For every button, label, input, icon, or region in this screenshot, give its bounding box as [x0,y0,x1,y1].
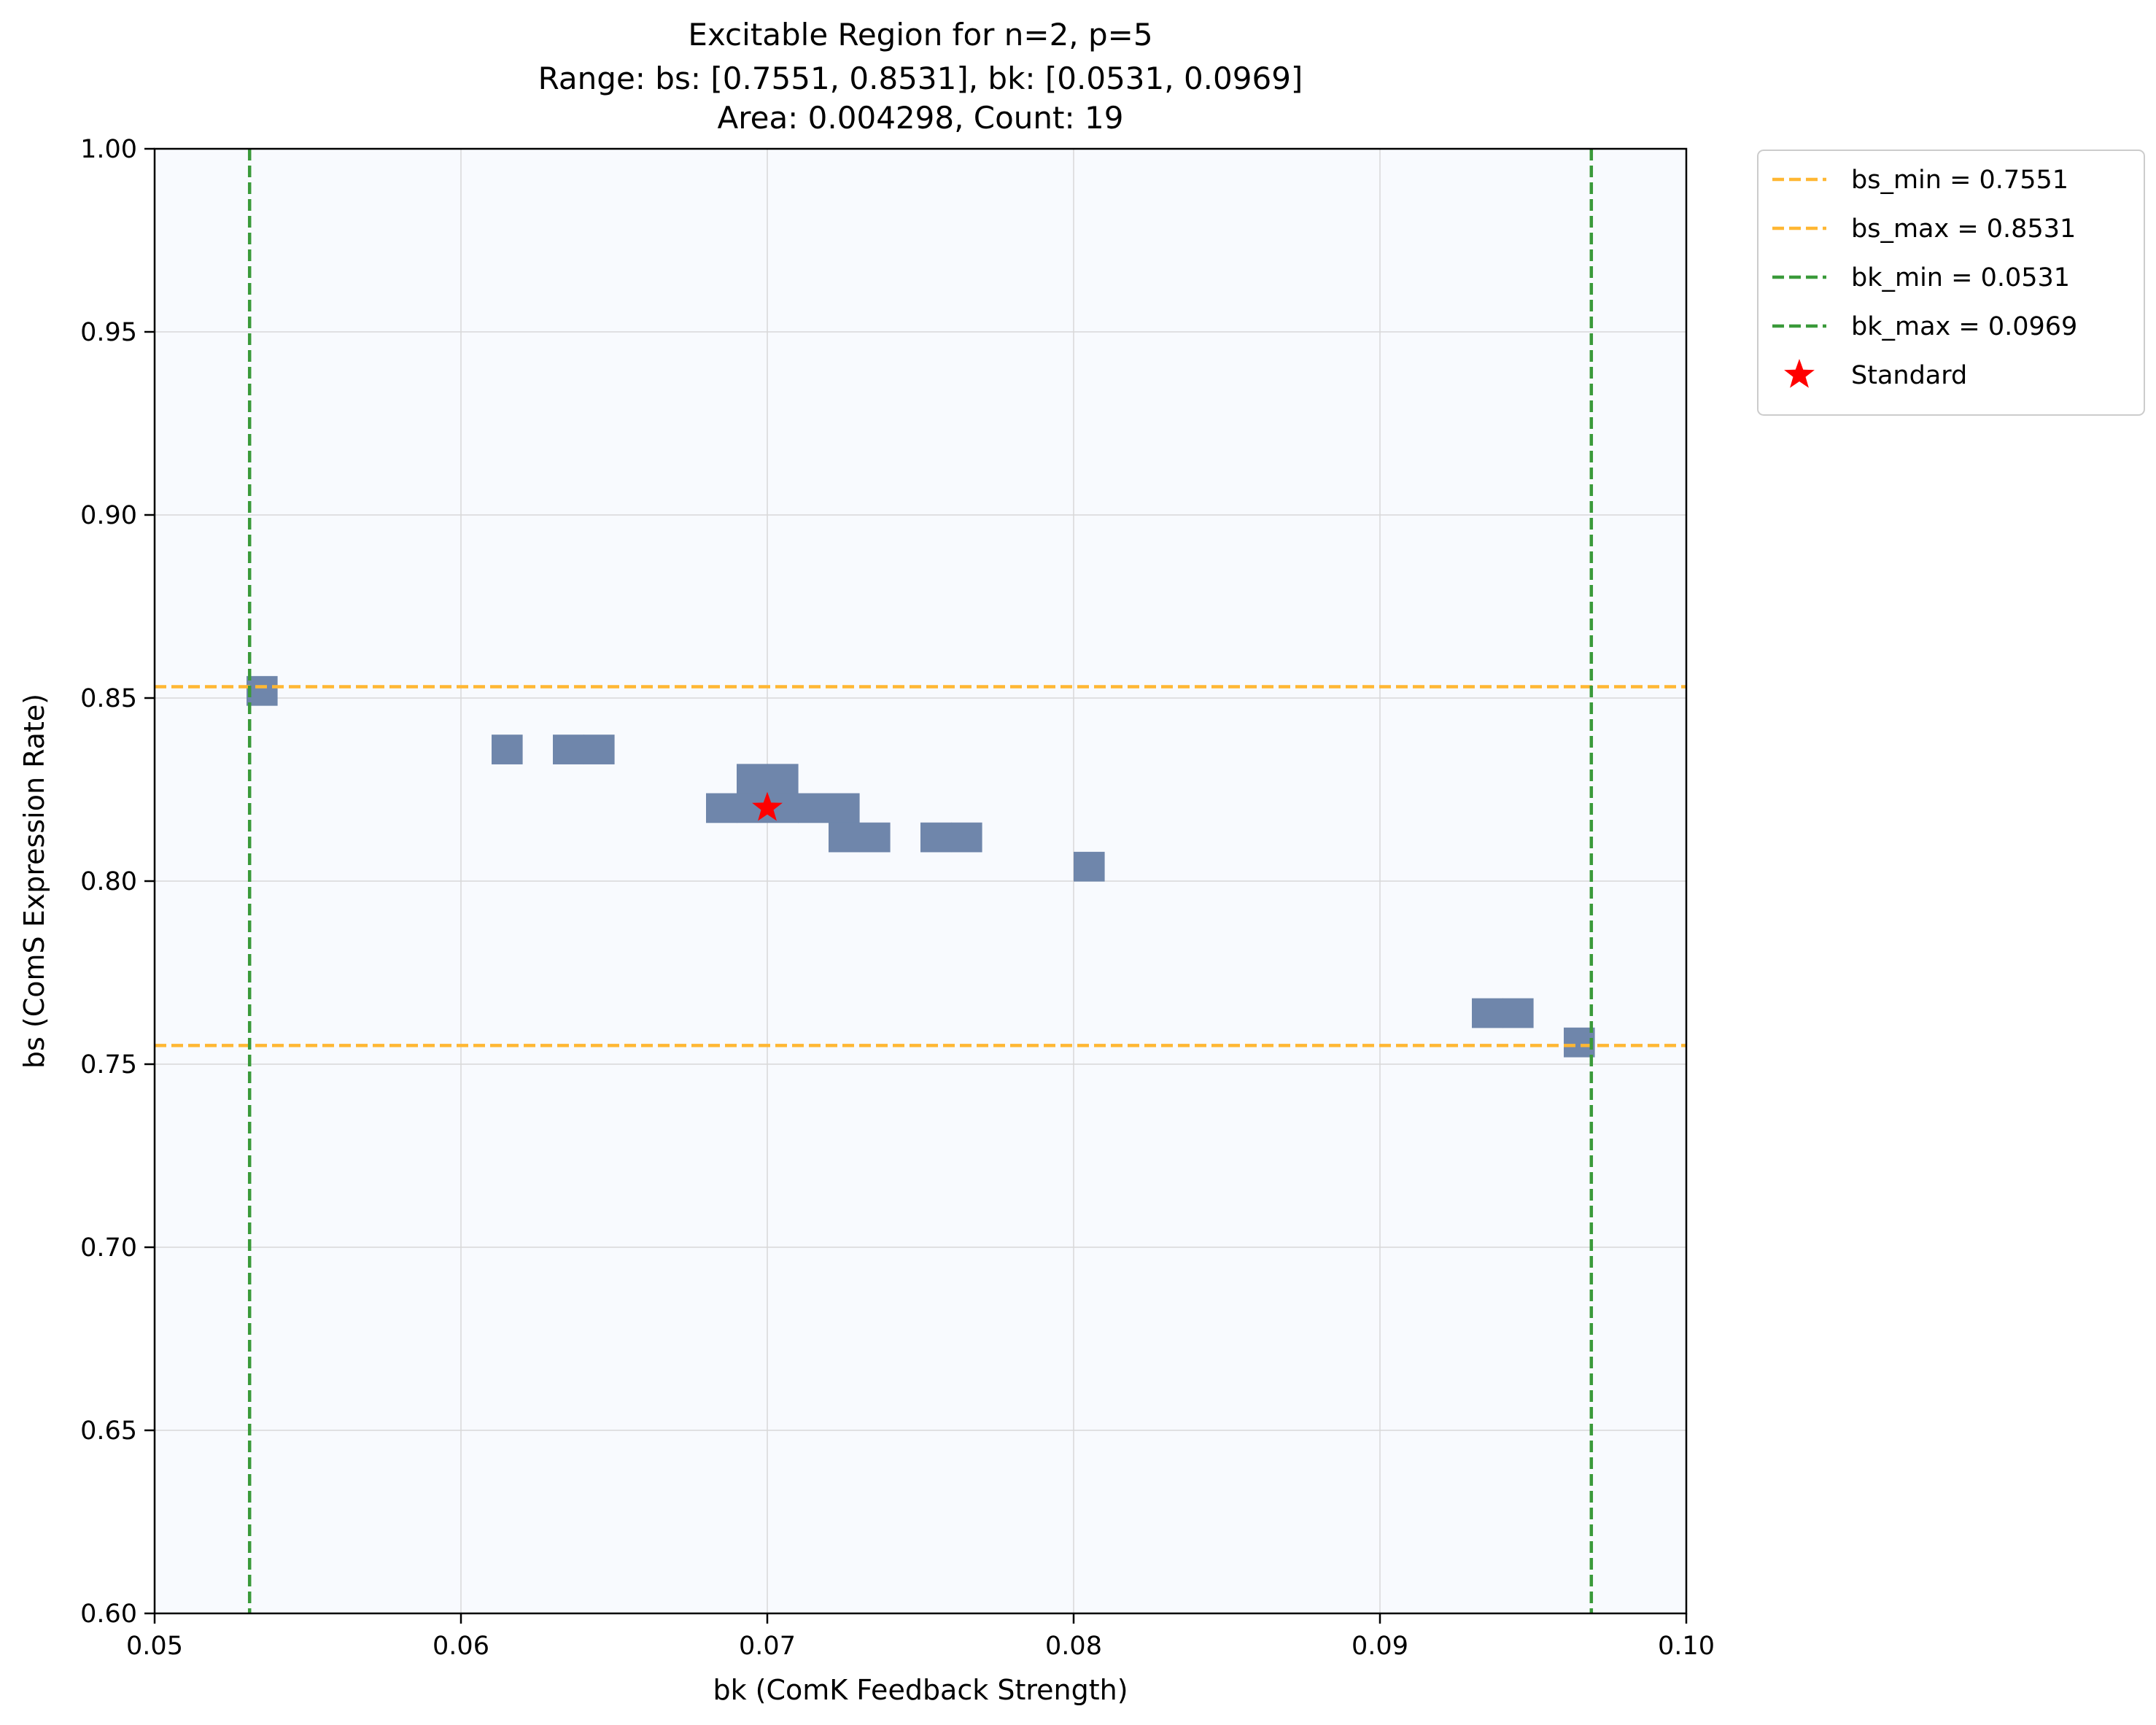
legend-label: bk_min = 0.0531 [1851,263,2070,292]
x-axis-label: bk (ComK Feedback Strength) [713,1674,1128,1706]
x-tick-label: 0.07 [739,1632,796,1661]
x-tick-label: 0.10 [1658,1632,1715,1661]
title-line-2: Range: bs: [0.7551, 0.8531], bk: [0.0531… [538,61,1303,96]
reference-lines [155,149,1686,1613]
y-axis-label: bs (ComS Expression Rate) [18,694,50,1069]
y-tick-label: 1.00 [80,135,137,164]
excitable-region [247,675,1595,1058]
standard-point-layer [752,791,783,821]
excitable-cell [553,734,584,764]
legend-label: Standard [1851,361,1967,390]
excitable-cell [829,822,860,853]
x-tick-label: 0.06 [433,1632,489,1661]
excitable-cell [920,822,952,853]
legend-frame [1757,150,2145,416]
y-tick-label: 0.75 [80,1050,137,1079]
y-tick-label: 0.60 [80,1600,137,1629]
y-tick-label: 0.90 [80,501,137,530]
excitable-cell [583,734,615,764]
legend-label: bs_max = 0.8531 [1851,214,2076,244]
y-tick-label: 0.85 [80,684,137,713]
title-line-1: Excitable Region for n=2, p=5 [688,17,1152,53]
excitable-cell [859,822,891,853]
excitable-cell [1502,998,1534,1028]
y-tick-label: 0.70 [80,1233,137,1263]
excitable-cell [492,734,523,764]
legend: bs_min = 0.7551 bs_max = 0.8531 bk_min = 0… [1757,150,2145,416]
y-tick-label: 0.95 [80,318,137,347]
y-tick-label: 0.80 [80,867,137,896]
excitable-cell [1564,1027,1595,1058]
legend-label: bk_max = 0.0969 [1851,312,2077,341]
title-line-3: Area: 0.004298, Count: 19 [718,100,1124,136]
x-axis-ticks: 0.05 0.06 0.07 0.08 0.09 0.10 [126,1613,1715,1661]
excitable-cell [951,822,982,853]
x-tick-label: 0.05 [126,1632,183,1661]
chart-title: Excitable Region for n=2, p=5 Range: bs:… [538,17,1303,136]
legend-label: bs_min = 0.7551 [1851,166,2068,195]
excitable-cell [706,793,737,823]
x-tick-label: 0.09 [1352,1632,1408,1661]
excitable-cell [767,764,799,794]
standard-point-star [752,791,783,821]
excitable-cell [829,793,860,823]
x-tick-label: 0.08 [1045,1632,1102,1661]
excitable-cell [247,675,278,706]
y-axis-ticks: 0.60 0.65 0.70 0.75 0.80 0.85 0.90 0.95 1.00 [80,135,155,1629]
legend-star-swatch [1784,359,1815,388]
y-tick-label: 0.65 [80,1416,137,1446]
excitable-cell [737,764,768,794]
excitable-cell [1074,851,1105,882]
excitable-cell [798,793,829,823]
excitable-cell [1472,998,1503,1028]
